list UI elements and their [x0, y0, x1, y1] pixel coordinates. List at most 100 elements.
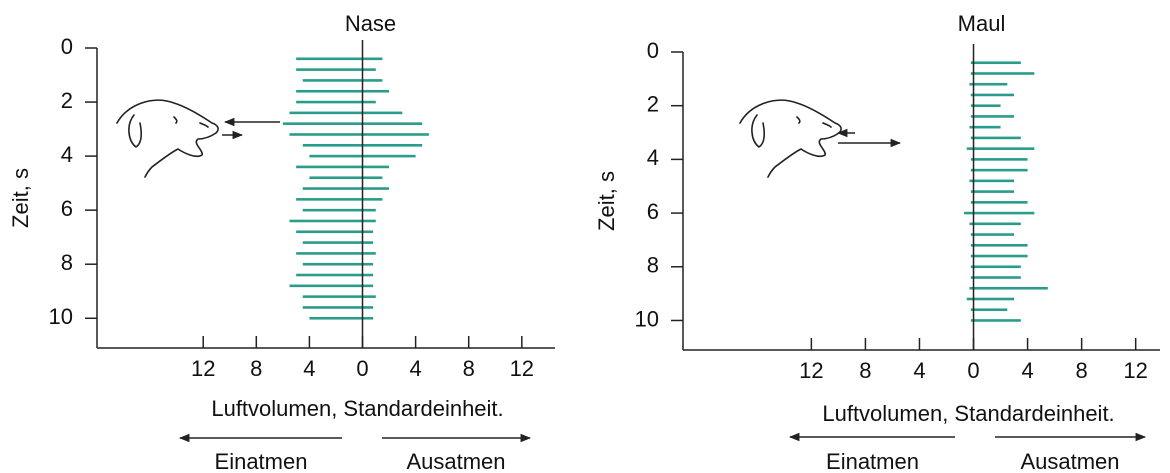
y-tick-label: 8: [647, 253, 659, 278]
bar: [973, 286, 1048, 290]
bar: [302, 79, 363, 82]
bar: [362, 100, 376, 104]
direction-label: Einatmen: [826, 449, 919, 473]
x-tick-label: 4: [1021, 358, 1033, 383]
bar: [296, 57, 363, 61]
bar: [973, 190, 1015, 193]
bar: [973, 125, 1001, 129]
dog-illustration: [739, 99, 842, 178]
bar: [362, 89, 390, 93]
x-tick-label: 12: [1123, 358, 1147, 383]
y-axis-label: Zeit, s: [594, 171, 619, 231]
bar: [362, 273, 374, 277]
bar: [970, 190, 974, 193]
bar: [966, 147, 974, 150]
bar: [973, 61, 1021, 65]
bar: [973, 276, 1021, 279]
chart-title: Maul: [958, 11, 1006, 36]
y-axis-label: Zeit, s: [8, 168, 33, 228]
x-tick-label: 4: [409, 356, 421, 381]
bar: [302, 208, 363, 212]
x-tick-label: 8: [250, 356, 262, 381]
bar: [296, 165, 363, 169]
direction-label: Ausatmen: [1020, 449, 1119, 473]
bar: [969, 222, 974, 226]
bar: [973, 211, 1035, 215]
x-tick-label: 4: [913, 358, 925, 383]
bar: [970, 72, 974, 75]
bar: [973, 179, 1015, 183]
x-tick-label: 8: [1076, 358, 1088, 383]
y-tick-label: 6: [61, 196, 73, 221]
bar: [362, 133, 429, 136]
bar: [970, 319, 974, 322]
bar: [973, 136, 1021, 140]
bar: [309, 176, 363, 180]
bar: [969, 286, 974, 290]
bar: [362, 79, 383, 82]
bar: [296, 230, 363, 234]
bar: [282, 122, 363, 125]
bar: [973, 308, 1008, 312]
bar: [362, 122, 423, 125]
bar: [970, 276, 974, 279]
bar: [973, 168, 1028, 172]
bar: [970, 265, 974, 269]
bar: [289, 111, 363, 115]
y-tick-label: 0: [61, 34, 73, 59]
bar: [362, 165, 390, 169]
bar: [970, 233, 974, 236]
bar: [970, 104, 974, 107]
bar: [302, 143, 363, 147]
y-tick-label: 2: [647, 92, 659, 117]
bar: [970, 93, 974, 97]
bar: [362, 230, 374, 234]
y-tick-label: 10: [49, 304, 73, 329]
bar: [973, 265, 1021, 269]
x-axis-label: Luftvolumen, Standardeinheit.: [822, 401, 1114, 426]
bar: [362, 306, 374, 309]
x-tick-label: 8: [859, 358, 871, 383]
bar: [973, 115, 1015, 118]
direction-label: Einatmen: [215, 449, 308, 473]
bar: [970, 243, 974, 247]
bar: [970, 158, 974, 161]
y-tick-label: 4: [647, 145, 659, 170]
bar: [362, 111, 403, 115]
x-tick-label: 0: [356, 356, 368, 381]
bar: [973, 82, 1008, 86]
bar: [296, 100, 363, 104]
bar: [302, 241, 363, 244]
x-tick-label: 12: [799, 358, 823, 383]
y-tick-label: 6: [647, 199, 659, 224]
bar: [362, 154, 416, 158]
bar: [362, 219, 376, 223]
bar: [973, 243, 1028, 247]
bar: [973, 201, 1028, 204]
bar: [362, 176, 383, 180]
bar: [970, 168, 974, 172]
x-tick-label: 4: [303, 356, 315, 381]
y-tick-label: 0: [647, 38, 659, 63]
bar: [289, 284, 363, 288]
bar: [973, 147, 1035, 150]
bar: [969, 82, 974, 86]
chart-title: Nase: [345, 11, 396, 36]
x-axis-label: Luftvolumen, Standardeinheit.: [211, 396, 503, 421]
bar: [362, 262, 374, 266]
bar: [362, 187, 390, 190]
bar: [970, 136, 974, 140]
y-tick-label: 10: [635, 306, 659, 331]
bar: [973, 319, 1021, 322]
bar: [973, 158, 1028, 161]
bar: [973, 254, 1028, 258]
bar: [970, 201, 974, 204]
direction-label: Ausatmen: [406, 449, 505, 473]
bar: [362, 284, 374, 288]
x-tick-label: 12: [191, 356, 215, 381]
dog-illustration: [116, 99, 219, 178]
y-tick-label: 2: [61, 88, 73, 113]
bar: [302, 295, 363, 298]
bar: [362, 143, 423, 147]
